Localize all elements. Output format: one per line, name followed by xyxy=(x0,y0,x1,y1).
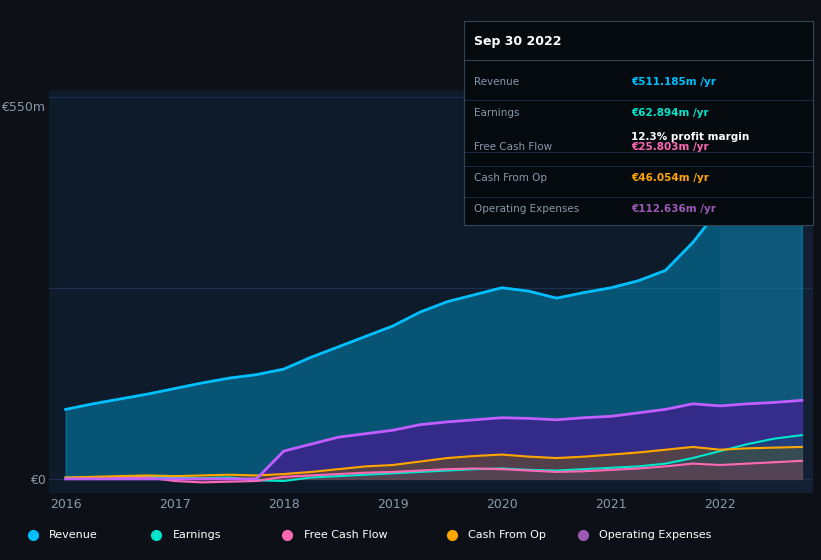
Bar xyxy=(720,90,813,493)
Text: Revenue: Revenue xyxy=(475,77,520,87)
Text: €0: €0 xyxy=(30,474,45,487)
Text: €46.054m /yr: €46.054m /yr xyxy=(631,173,709,183)
Text: Earnings: Earnings xyxy=(475,108,520,118)
Text: €112.636m /yr: €112.636m /yr xyxy=(631,204,716,214)
Text: Cash From Op: Cash From Op xyxy=(475,173,548,183)
Text: Revenue: Revenue xyxy=(49,530,98,540)
Text: Free Cash Flow: Free Cash Flow xyxy=(304,530,388,540)
Text: Cash From Op: Cash From Op xyxy=(468,530,546,540)
Text: Sep 30 2022: Sep 30 2022 xyxy=(475,35,562,48)
Text: €550m: €550m xyxy=(2,101,45,114)
Text: 12.3% profit margin: 12.3% profit margin xyxy=(631,132,750,142)
Text: €511.185m /yr: €511.185m /yr xyxy=(631,77,716,87)
Text: Operating Expenses: Operating Expenses xyxy=(475,204,580,214)
Text: €62.894m /yr: €62.894m /yr xyxy=(631,108,709,118)
Text: Free Cash Flow: Free Cash Flow xyxy=(475,142,553,152)
Text: €25.803m /yr: €25.803m /yr xyxy=(631,142,709,152)
Text: Operating Expenses: Operating Expenses xyxy=(599,530,712,540)
Text: Earnings: Earnings xyxy=(172,530,221,540)
